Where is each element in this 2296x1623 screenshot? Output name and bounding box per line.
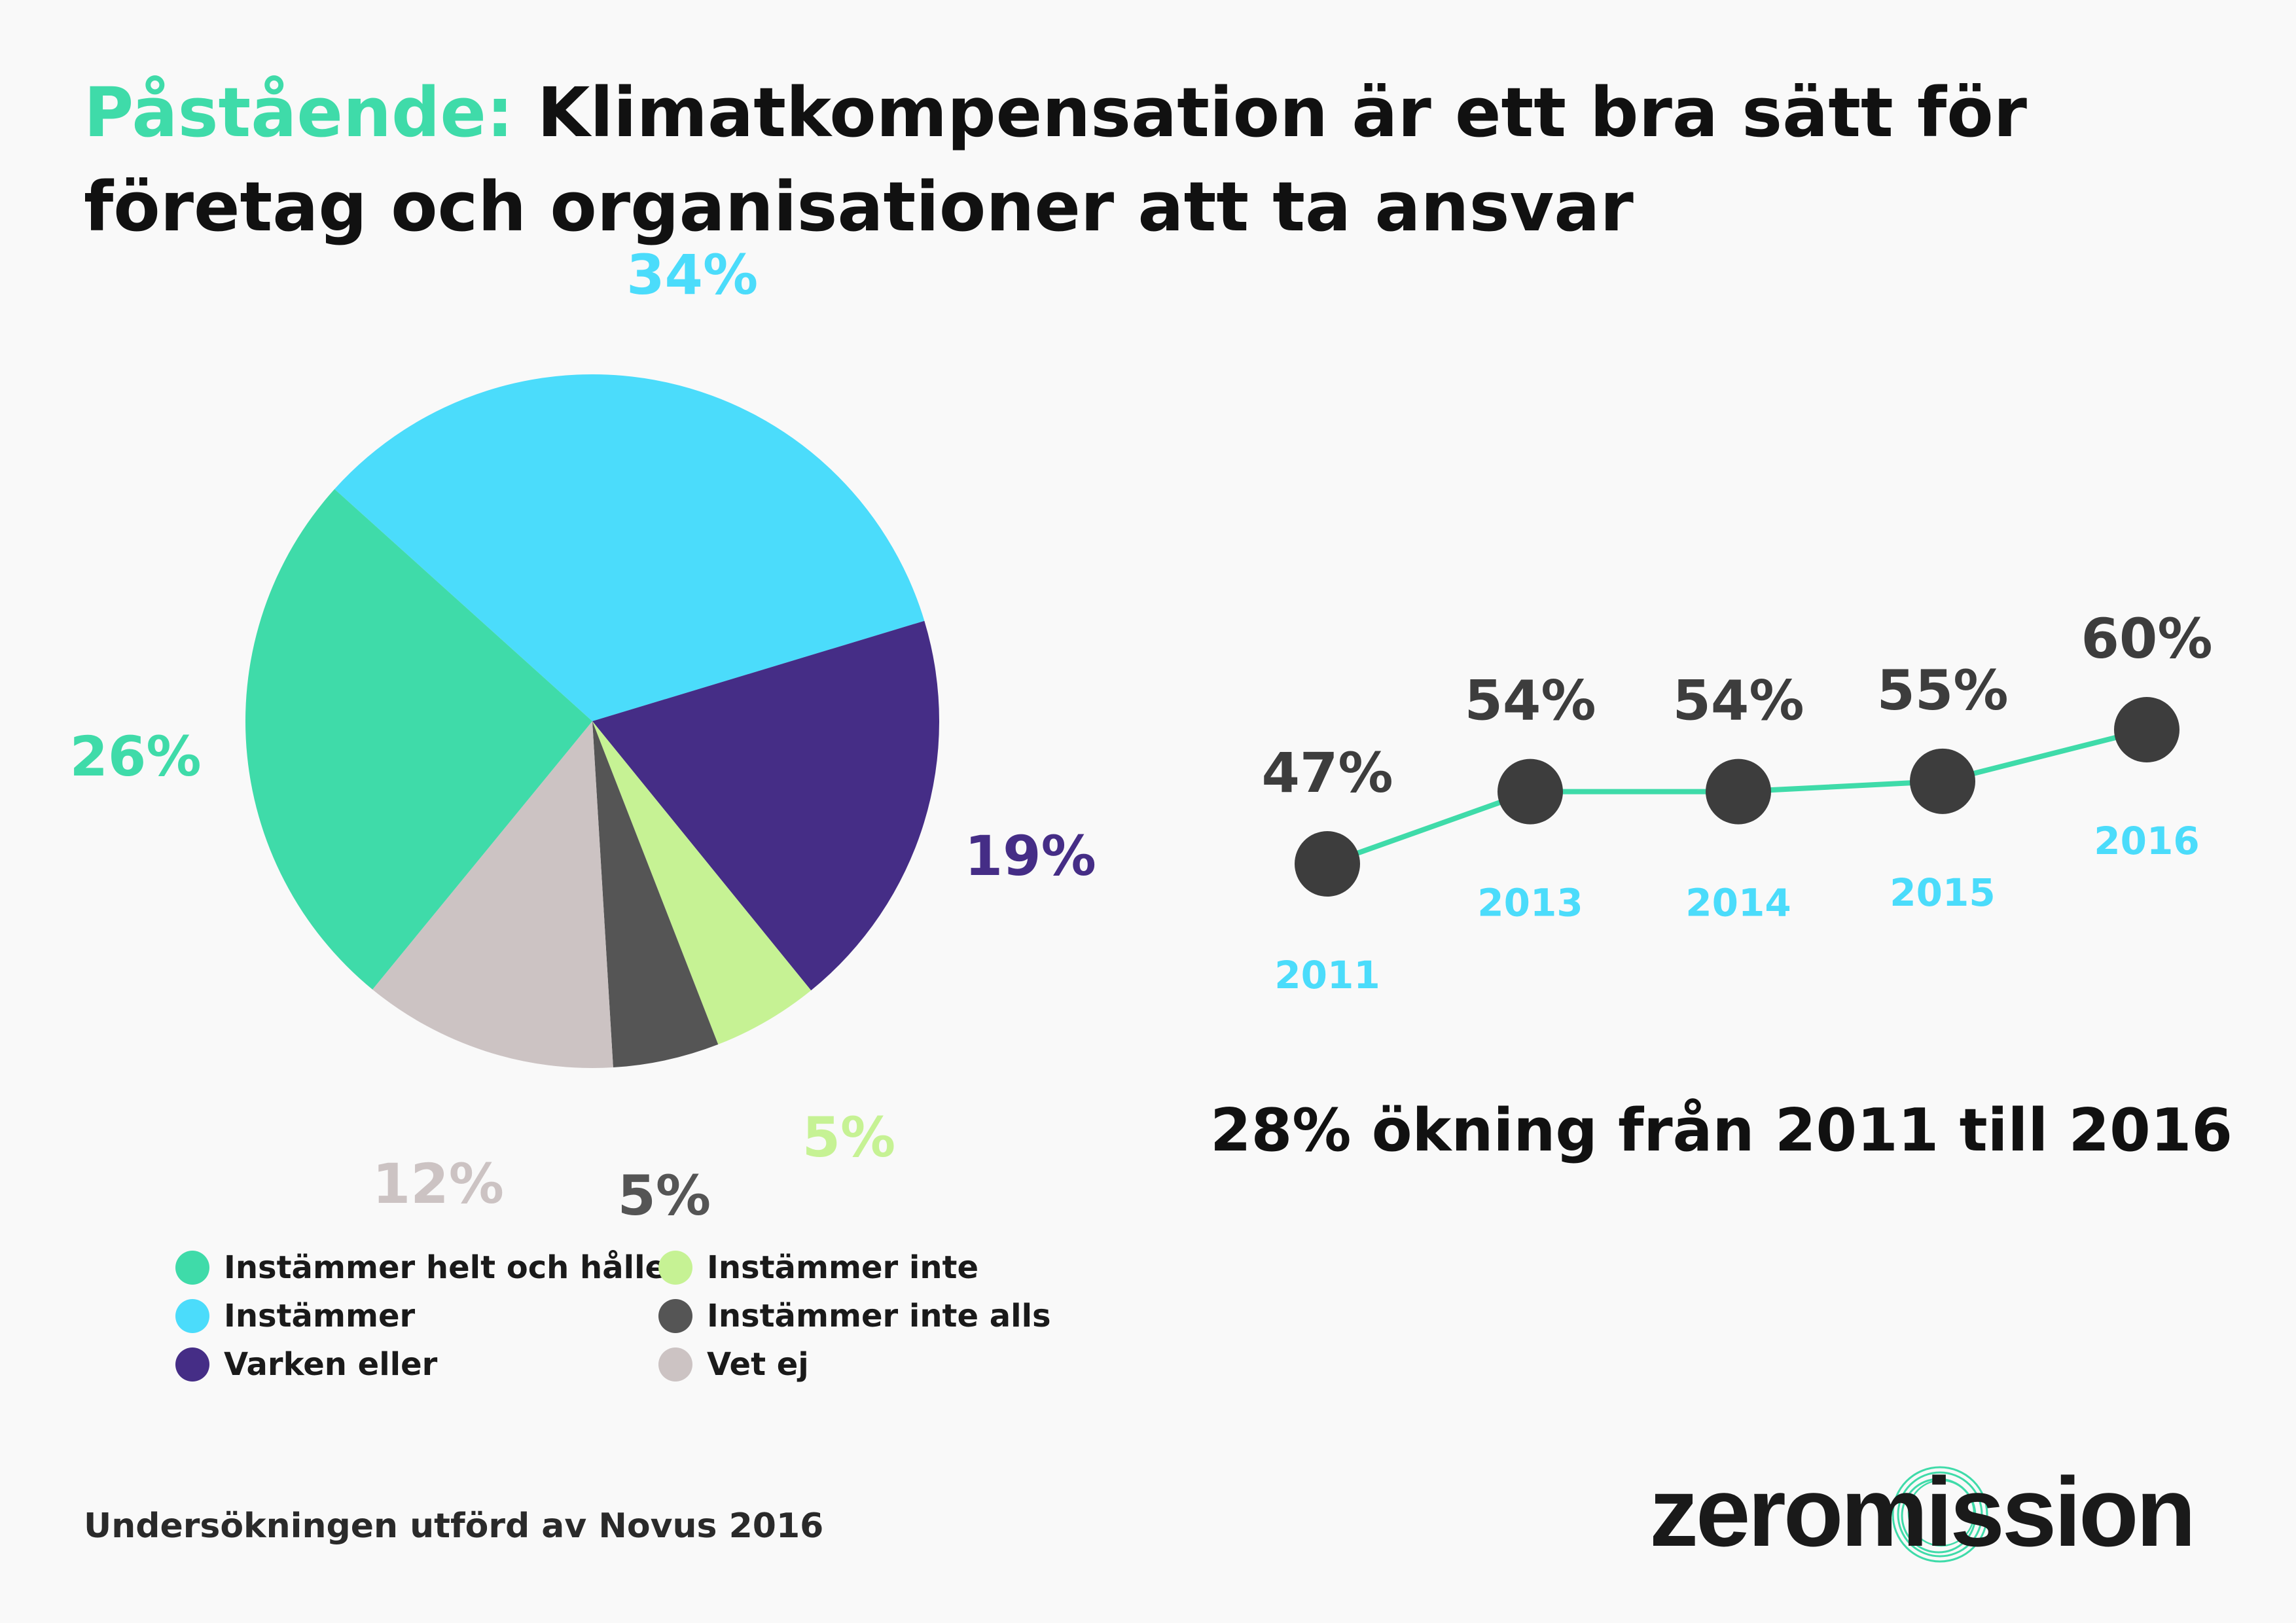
logo-ring-icon — [1892, 1466, 1988, 1563]
pie-slice — [372, 721, 613, 1068]
legend-swatch — [658, 1299, 692, 1333]
pie-slice — [245, 489, 593, 990]
title-prefix: Påstående: — [84, 73, 514, 152]
legend-item: Vet ej — [658, 1342, 1025, 1387]
trend-point — [1295, 831, 1360, 897]
zeromission-logo: zeromission — [1649, 1446, 2219, 1577]
pie-slice — [592, 620, 939, 991]
trend-point — [1498, 758, 1563, 825]
pie-slice-label: 34% — [626, 243, 758, 307]
pie-slice-label: 12% — [372, 1152, 504, 1216]
trend-year-label: 2015 — [1890, 870, 1995, 915]
pie-slice-label: 19% — [965, 824, 1096, 888]
legend-item: Instämmer inte — [658, 1245, 1025, 1291]
legend-label: Vet ej — [707, 1346, 809, 1383]
trend-value-label: 54% — [1672, 669, 1804, 733]
legend-item: Instämmer — [175, 1293, 658, 1339]
trend-year-label: 2013 — [1477, 881, 1583, 925]
footnote-source: Undersökningen utförd av Novus 2016 — [84, 1507, 824, 1546]
legend-item: Varken eller — [175, 1342, 658, 1387]
pie-legend: Instämmer helt och hållet Instämmer inte I… — [175, 1245, 1051, 1387]
legend-item: Instämmer helt och hållet — [175, 1245, 681, 1291]
trend-year-label: 2011 — [1274, 953, 1380, 997]
title-text: Klimatkompensation är ett bra sätt för f… — [84, 73, 2027, 247]
pie-slice-label: 5% — [802, 1105, 896, 1169]
legend-swatch — [175, 1299, 209, 1333]
trend-annotation: 28% ökning från 2011 till 2016 — [1210, 1096, 2233, 1165]
legend-swatch — [658, 1251, 692, 1285]
legend-swatch — [658, 1347, 692, 1382]
page-title: Påstående: Klimatkompensation är ett bra… — [84, 65, 2231, 254]
trend-point — [1706, 758, 1771, 825]
trend-year-label: 2014 — [1685, 881, 1791, 925]
trend-value-label: 60% — [2081, 607, 2212, 671]
trend-point — [1910, 748, 1975, 814]
trend-value-label: 55% — [1876, 658, 2008, 722]
trend-value-label: 54% — [1464, 669, 1596, 733]
legend-label: Instämmer — [224, 1298, 416, 1334]
logo-text: zeromission — [1649, 1457, 2196, 1567]
pie-slice — [334, 374, 925, 721]
legend-label: Instämmer helt och hållet — [224, 1249, 682, 1286]
pie-slice — [592, 721, 719, 1068]
pie-slice — [592, 721, 812, 1044]
trend-year-label: 2016 — [2094, 819, 2199, 863]
pie-slice-label: 5% — [617, 1164, 711, 1228]
trend-point — [2114, 697, 2179, 762]
trend-value-label: 47% — [1261, 741, 1393, 805]
legend-label: Varken eller — [224, 1346, 438, 1383]
trend-line-chart: 47% 2011 54% 2013 54% 2014 55% 2015 60% 2016 — [1261, 607, 2212, 997]
legend-label: Instämmer inte alls — [707, 1298, 1051, 1334]
legend-swatch — [175, 1251, 209, 1285]
pie-slice-label: 26% — [69, 724, 201, 789]
legend-label: Instämmer inte — [707, 1249, 979, 1286]
legend-swatch — [175, 1347, 209, 1382]
pie-chart: 34% 19% 5% 5% 12% 26% — [69, 243, 1096, 1228]
legend-item: Instämmer inte alls — [658, 1293, 1051, 1339]
